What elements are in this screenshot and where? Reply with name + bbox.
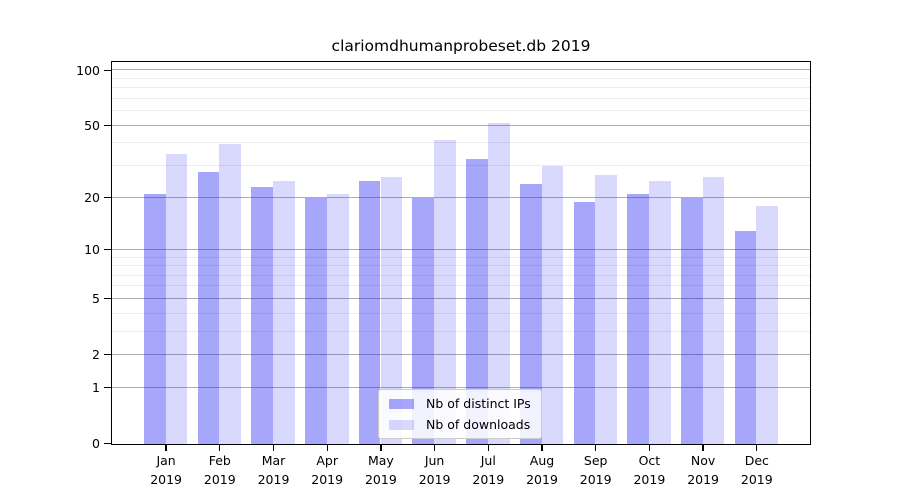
chart-title: clariomdhumanprobeset.db 2019	[331, 37, 591, 55]
bar-distinct-ips	[627, 194, 649, 444]
plot-area: Nb of distinct IPs Nb of downloads	[111, 61, 811, 445]
x-tick-label: Nov 2019	[687, 453, 719, 487]
gridline-major	[112, 196, 810, 198]
x-tick	[702, 445, 704, 451]
bar-downloads	[595, 174, 618, 444]
y-tick	[104, 442, 111, 445]
y-tick-label: 20	[84, 189, 100, 205]
bar-downloads	[541, 166, 564, 444]
gridline-major	[112, 69, 810, 71]
x-tick-label: Oct 2019	[633, 453, 666, 487]
bar-downloads	[756, 205, 779, 444]
gridline-major	[112, 297, 810, 299]
y-tick-label: 10	[84, 242, 100, 258]
x-tick-label: Sep 2019	[579, 453, 612, 487]
y-tick-label: 1	[92, 380, 100, 396]
y-tick-label: 0	[92, 436, 100, 452]
y-tick	[104, 69, 111, 72]
y-tick	[104, 298, 111, 300]
gridline-major	[112, 124, 810, 126]
x-tick-label: Jan 2019	[150, 453, 182, 487]
bar-distinct-ips	[197, 171, 220, 444]
x-tick-label: Feb 2019	[203, 453, 236, 487]
gridline-minor	[112, 165, 810, 166]
y-tick-label: 50	[84, 118, 100, 134]
x-tick	[648, 445, 651, 451]
x-tick	[541, 445, 543, 451]
x-tick	[326, 445, 328, 451]
legend-item-downloads: Nb of downloads	[389, 417, 531, 432]
gridline-minor	[112, 97, 810, 99]
gridline-minor	[112, 77, 810, 79]
x-tick	[595, 445, 597, 451]
y-tick	[104, 248, 111, 251]
gridline-minor	[112, 110, 810, 112]
gridline-major	[112, 353, 810, 355]
x-tick-label: May 2019	[364, 453, 397, 487]
bar-downloads	[487, 122, 510, 444]
x-tick-label: Dec 2019	[740, 453, 773, 487]
y-tick-label: 5	[92, 291, 100, 307]
gridline-minor	[112, 274, 810, 276]
y-tick-label: 100	[76, 62, 100, 78]
x-tick	[380, 445, 382, 451]
x-tick-label: Apr 2019	[311, 453, 344, 487]
x-tick	[756, 445, 758, 451]
x-tick	[219, 445, 221, 451]
bar-downloads	[702, 177, 725, 444]
bar-distinct-ips	[251, 187, 274, 444]
legend-label-distinct-ips: Nb of distinct IPs	[426, 396, 531, 411]
gridline-minor	[112, 142, 810, 144]
bar-distinct-ips	[412, 197, 435, 444]
x-tick	[272, 445, 275, 451]
x-tick	[487, 445, 489, 451]
legend: Nb of distinct IPs Nb of downloads	[378, 389, 542, 439]
y-tick	[104, 196, 111, 199]
bar-downloads	[273, 180, 295, 444]
bar-distinct-ips	[143, 194, 166, 444]
legend-item-distinct-ips: Nb of distinct IPs	[389, 396, 531, 411]
y-tick	[104, 386, 111, 389]
bar-downloads	[380, 177, 403, 444]
x-tick	[165, 445, 167, 451]
bar-downloads	[434, 139, 456, 444]
legend-swatch-distinct-ips	[389, 398, 414, 409]
x-tick-label: Aug 2019	[526, 453, 558, 487]
bar-distinct-ips	[305, 197, 327, 444]
gridline-major	[112, 386, 810, 388]
y-tick-label: 2	[92, 347, 100, 363]
gridline-minor	[112, 256, 810, 258]
bar-distinct-ips	[519, 183, 542, 444]
gridline-minor	[112, 87, 810, 89]
bar-downloads	[219, 143, 242, 444]
gridline-minor	[112, 265, 810, 267]
bar-downloads	[165, 154, 188, 444]
bar-distinct-ips	[466, 158, 488, 444]
bar-distinct-ips	[680, 197, 703, 444]
bar-distinct-ips	[734, 230, 757, 444]
x-tick	[433, 445, 436, 451]
bar-downloads	[326, 194, 349, 444]
x-tick-label: Mar 2019	[257, 453, 290, 487]
gridline-major	[112, 248, 810, 250]
legend-swatch-downloads	[389, 419, 414, 430]
bar-distinct-ips	[358, 180, 381, 444]
gridline-minor	[112, 330, 810, 332]
bar-distinct-ips	[573, 201, 596, 444]
x-tick-label: Jun 2019	[418, 453, 451, 487]
y-tick	[104, 124, 111, 127]
gridline-minor	[112, 312, 810, 314]
y-tick	[104, 354, 111, 356]
gridline-minor	[112, 285, 810, 287]
legend-label-downloads: Nb of downloads	[426, 417, 531, 432]
x-tick-label: Jul 2019	[472, 453, 505, 487]
bar-downloads	[649, 180, 671, 444]
